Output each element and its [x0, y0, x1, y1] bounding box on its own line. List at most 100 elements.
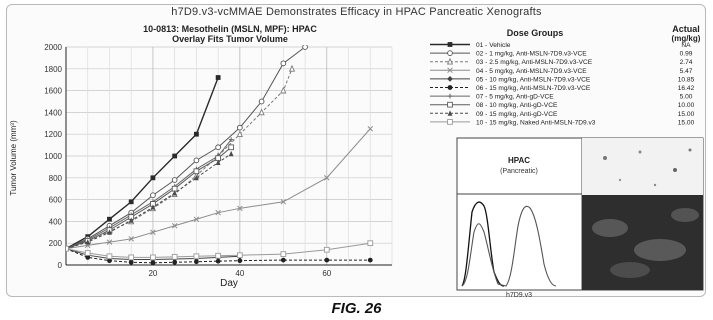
legend-swatch-marker [447, 76, 453, 82]
legend-swatch-marker [447, 50, 453, 56]
legend-actual-dose: 15.00 [678, 119, 695, 126]
data-point [280, 86, 287, 94]
legend-item: 02 - 1 mg/kg, Anti-MSLN-7D9.v3-VCE 0.99 [430, 50, 693, 58]
legend-actual-dose: 5.00 [680, 94, 693, 101]
data-point [193, 157, 200, 164]
data-point [215, 144, 221, 151]
data-point [280, 199, 287, 205]
axes: 0 200 400 600 800 1000 1200 1400 1600 1800 2000 20 4… [44, 43, 392, 278]
legend-header-groups: Dose Groups [507, 28, 564, 38]
series-10 [66, 240, 374, 261]
series-6 [66, 246, 373, 266]
data-point [280, 257, 286, 263]
data-point [128, 259, 134, 265]
legend-item: 03 - 2.5 mg/kg, Anti-MSLN-7D9.v3-VCE 2.74 [430, 57, 693, 66]
data-point [215, 209, 221, 216]
data-point [150, 229, 156, 236]
data-point [85, 239, 91, 245]
y-tick-label: 400 [49, 217, 63, 226]
data-point [106, 239, 113, 245]
data-point [215, 75, 221, 80]
ihc-image-top [582, 138, 703, 195]
y-tick-label: 800 [49, 174, 63, 183]
data-point [367, 240, 374, 247]
legend-item: 05 - 10 mg/kg, Anti-MSLN-7D9.v3-VCE 10.85 [430, 76, 695, 83]
series-line [66, 77, 219, 250]
y-tick-label: 2000 [44, 43, 62, 52]
data-point [324, 175, 330, 181]
ihc-image-bottom [582, 195, 703, 290]
series-line [66, 128, 371, 250]
data-point [193, 168, 200, 175]
data-point [172, 259, 178, 265]
legend-actual-dose: NA [681, 42, 691, 49]
y-tick-label: 600 [49, 196, 63, 205]
data-point [324, 257, 330, 263]
data-point [171, 177, 178, 183]
y-tick-label: 1800 [44, 65, 62, 74]
data-point [128, 217, 134, 223]
series-lines [66, 45, 374, 266]
legend-label: 04 - 5 mg/kg, Anti-MSLN-7D9.v3-VCE [476, 68, 587, 75]
legend-header-actual: Actual [672, 24, 700, 34]
x-tick-label: 40 [235, 269, 244, 278]
legend-actual-dose: 16.42 [678, 85, 695, 92]
chart-title: 10-0813: Mesothelin (MSLN, MPF): HPAC [143, 24, 317, 34]
data-point [172, 190, 178, 196]
y-tick-label: 1000 [44, 152, 62, 161]
figure-caption: FIG. 26 [331, 300, 382, 317]
legend-item: 08 - 10 mg/kg, Anti-gD-VCE 10.00 [430, 101, 695, 109]
data-point [150, 192, 156, 199]
legend-actual-dose: 0.99 [680, 51, 693, 58]
data-point [280, 251, 287, 257]
data-point [237, 205, 243, 212]
legend-actual-dose: 10.00 [678, 102, 695, 109]
series-2 [66, 45, 308, 252]
data-point [288, 64, 296, 72]
legend-swatch-marker [446, 57, 454, 65]
data-point [367, 257, 373, 263]
legend-label: 06 - 15 mg/kg, Anti-MSLN-7D9.v3-VCE [476, 85, 591, 92]
data-point [107, 258, 112, 264]
y-tick-label: 200 [49, 239, 63, 248]
data-point [302, 45, 308, 50]
legend-header-unit: (mg/kg) [672, 34, 701, 43]
y-tick-label: 1600 [44, 87, 62, 96]
data-point [150, 260, 156, 266]
data-point [236, 130, 243, 138]
legend-swatch-marker [447, 101, 453, 108]
data-point [106, 253, 113, 260]
data-point [128, 236, 134, 242]
data-point [150, 204, 156, 210]
series-4 [66, 125, 374, 252]
data-point [280, 60, 287, 67]
legend-label: 05 - 10 mg/kg, Anti-MSLN-7D9.v3-VCE [476, 76, 591, 83]
chart-subtitle: Overlay Fits Tumor Volume [172, 34, 288, 44]
figure-title: h7D9.v3-vcMMAE Demonstrates Efficacy in … [171, 6, 542, 18]
data-point [85, 254, 91, 260]
data-point [194, 131, 199, 137]
inset-label-title: HPAC [508, 156, 530, 165]
inset-panel: HPAC (Pancreatic) h7D9.v3 [456, 137, 704, 299]
data-point [215, 252, 221, 259]
y-tick-label: 1200 [44, 130, 62, 139]
data-point [194, 174, 199, 181]
data-point [228, 137, 234, 143]
legend-actual-dose: 5.47 [680, 68, 693, 75]
legend-actual-dose: 2.74 [680, 59, 693, 66]
legend-swatch-marker [447, 93, 453, 99]
data-point [193, 216, 200, 222]
legend-actual-dose: 15.00 [678, 111, 695, 118]
legend: Dose Groups Actual (mg/kg) 01 - Vehicle N… [430, 24, 701, 126]
legend-label: 02 - 1 mg/kg, Anti-MSLN-7D9.v3-VCE [476, 51, 587, 58]
data-point [84, 250, 91, 256]
series-line [66, 242, 371, 258]
series-line [66, 46, 306, 250]
data-point [228, 150, 234, 157]
legend-item: 09 - 15 mg/kg, Anti-gD-VCE 15.00 [430, 110, 695, 118]
data-point [228, 144, 235, 151]
data-point [150, 254, 156, 261]
data-point [237, 252, 243, 259]
legend-item: 04 - 5 mg/kg, Anti-MSLN-7D9.v3-VCE 5.47 [430, 67, 693, 75]
legend-swatch-marker [447, 110, 453, 116]
